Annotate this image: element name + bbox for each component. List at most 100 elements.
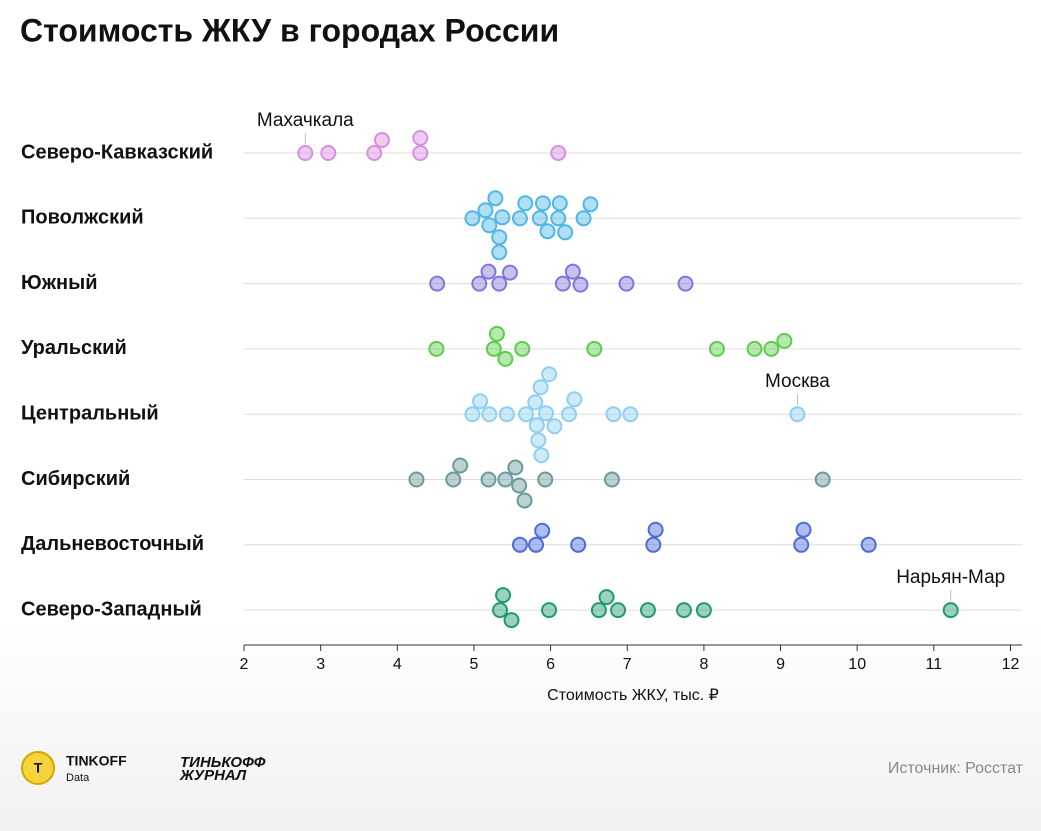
data-point xyxy=(488,325,505,342)
category-label: Центральный xyxy=(21,402,159,424)
annotation: Махачкала xyxy=(257,110,354,131)
data-point xyxy=(498,406,515,423)
data-point xyxy=(560,406,577,423)
x-tick-label: 10 xyxy=(848,656,866,673)
chart-title: Стоимость ЖКУ в городах России xyxy=(20,12,559,48)
x-tick-label: 8 xyxy=(699,656,708,673)
data-point xyxy=(531,210,548,227)
annotation: Москва xyxy=(765,371,830,392)
data-point xyxy=(708,340,725,357)
data-point xyxy=(539,223,556,240)
category-label: Уральский xyxy=(21,337,127,359)
category-label: Северо-Западный xyxy=(21,598,202,620)
data-point xyxy=(452,457,469,474)
svg-text:Т: Т xyxy=(34,760,43,776)
x-axis-label: Стоимость ЖКУ, тыс. ₽ xyxy=(547,687,719,704)
data-point xyxy=(776,332,793,349)
data-point xyxy=(610,602,627,619)
data-point xyxy=(511,210,528,227)
data-point xyxy=(464,406,481,423)
data-point xyxy=(495,587,512,604)
data-point xyxy=(487,190,504,207)
x-tick-label: 11 xyxy=(926,656,943,673)
x-tick-label: 2 xyxy=(240,656,249,673)
data-point xyxy=(491,275,508,292)
x-tick-label: 4 xyxy=(393,656,402,673)
data-point xyxy=(492,602,509,619)
x-tick-label: 6 xyxy=(546,656,555,673)
data-point xyxy=(566,391,583,408)
data-point xyxy=(530,432,547,449)
data-point xyxy=(534,522,551,539)
data-point xyxy=(557,224,574,241)
journal-logo: ТИНЬКОФФ xyxy=(180,754,266,771)
data-point xyxy=(472,393,489,410)
data-point xyxy=(477,202,494,219)
data-point xyxy=(507,459,524,476)
tinkoff-logo: Т xyxy=(21,751,55,785)
data-point xyxy=(551,195,568,212)
x-tick-label: 5 xyxy=(469,656,478,673)
data-point xyxy=(572,276,589,293)
data-point xyxy=(297,145,314,161)
data-point xyxy=(481,217,498,234)
data-point xyxy=(497,471,514,488)
data-point xyxy=(575,210,592,227)
data-point xyxy=(793,536,810,553)
data-point xyxy=(527,394,544,411)
data-point xyxy=(622,406,639,423)
data-point xyxy=(491,229,508,246)
data-point xyxy=(497,350,514,367)
data-point xyxy=(590,602,607,619)
data-point xyxy=(517,195,534,212)
data-point xyxy=(533,447,550,464)
data-point xyxy=(471,275,488,292)
x-tick-label: 7 xyxy=(623,656,632,673)
data-point xyxy=(528,417,545,434)
data-point xyxy=(518,406,535,423)
journal-logo: ЖУРНАЛ xyxy=(179,767,247,784)
data-point xyxy=(537,471,554,488)
category-label: Сибирский xyxy=(21,468,130,490)
data-point xyxy=(445,471,462,488)
data-point xyxy=(860,536,877,553)
data-point xyxy=(586,340,603,357)
data-point xyxy=(763,340,780,357)
brand-sub: Data xyxy=(66,772,90,784)
data-point xyxy=(550,210,567,227)
data-point xyxy=(511,477,528,494)
data-point xyxy=(480,471,497,488)
brand: TINKOFF xyxy=(66,753,127,769)
x-tick-label: 12 xyxy=(1002,656,1020,673)
data-point xyxy=(541,366,558,383)
category-label: Южный xyxy=(21,272,98,294)
data-point xyxy=(746,340,763,357)
data-point xyxy=(645,536,662,553)
category-label: Поволжский xyxy=(21,207,144,229)
data-point xyxy=(516,492,533,509)
data-point xyxy=(373,132,390,148)
data-point xyxy=(429,275,446,292)
x-tick-label: 3 xyxy=(316,656,325,673)
data-point xyxy=(554,275,571,292)
data-point xyxy=(428,340,445,357)
data-point xyxy=(534,195,551,212)
data-point xyxy=(494,209,511,226)
data-point xyxy=(491,244,508,261)
data-point xyxy=(320,145,337,161)
data-point xyxy=(412,145,429,161)
data-point xyxy=(564,263,581,280)
data-point xyxy=(501,264,518,281)
data-point xyxy=(528,536,545,553)
data-point xyxy=(503,612,520,629)
data-point xyxy=(695,602,712,619)
data-point xyxy=(677,275,694,292)
data-point xyxy=(514,340,531,357)
data-point xyxy=(550,145,567,161)
data-point xyxy=(675,602,692,619)
data-point xyxy=(546,418,563,435)
data-point xyxy=(605,406,622,423)
data-point xyxy=(618,275,635,292)
data-point xyxy=(814,471,831,488)
